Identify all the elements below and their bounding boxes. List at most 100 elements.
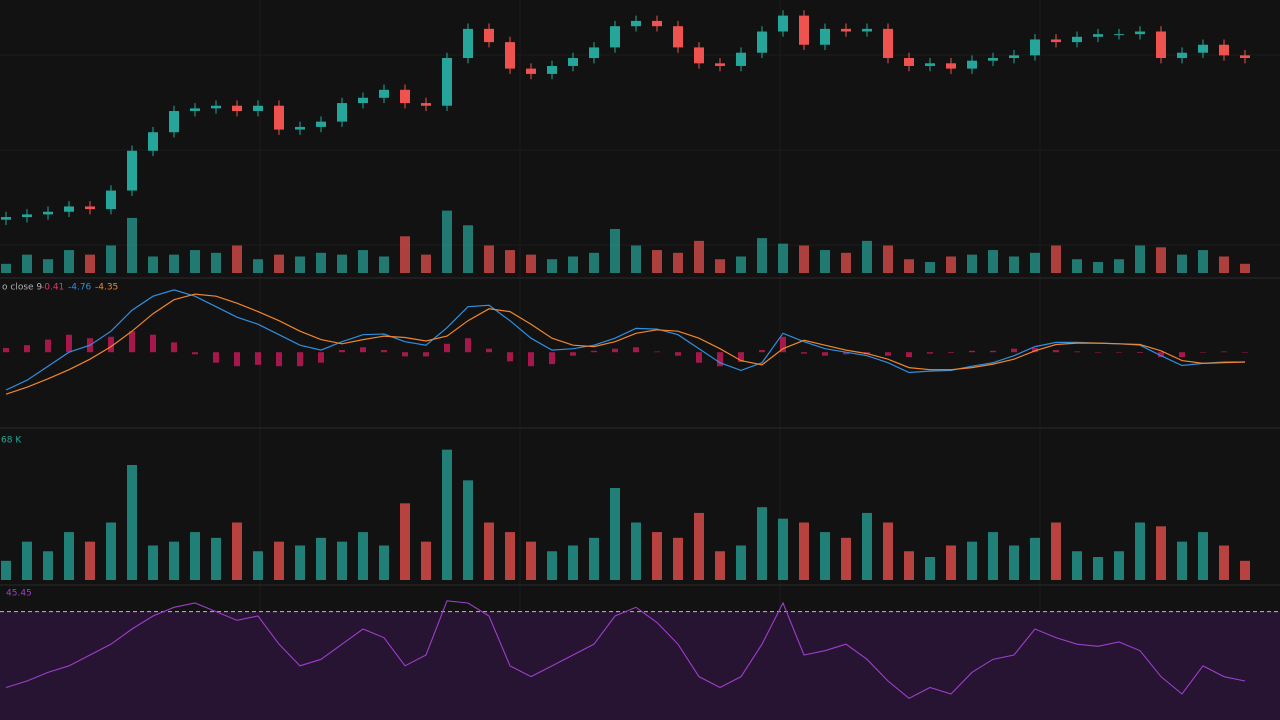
volume-bar — [358, 250, 368, 273]
macd-histogram-bar — [24, 345, 30, 353]
volume-bar — [211, 252, 221, 273]
macd-histogram-bar — [1137, 352, 1143, 353]
volume-label: 68 K — [1, 436, 22, 446]
candle-body — [883, 28, 893, 59]
volume-bar — [85, 541, 95, 580]
macd-histogram-bar — [192, 352, 198, 355]
candle-body — [43, 211, 53, 215]
volume-bar — [694, 512, 704, 580]
volume-bar — [421, 541, 431, 580]
candle-body — [694, 47, 704, 64]
volume-bar — [862, 240, 872, 273]
macd-histogram-bar — [45, 339, 51, 353]
volume-bar — [337, 541, 347, 580]
volume-bar — [967, 254, 977, 273]
volume-bar — [190, 250, 200, 273]
volume-bar — [631, 245, 641, 273]
macd-histogram-bar — [1032, 348, 1038, 353]
volume-bar — [1135, 522, 1145, 580]
candle-body — [85, 206, 95, 210]
volume-bar — [925, 557, 935, 580]
volume-bar — [64, 250, 74, 273]
volume-bar — [43, 259, 53, 273]
volume-bar — [1009, 256, 1019, 273]
panel-separators — [0, 277, 1280, 586]
candle-body — [22, 214, 32, 218]
rsi-label: 45.45 — [6, 589, 32, 599]
signal-value: -4.35 — [95, 283, 118, 293]
candle-body — [1114, 34, 1124, 36]
macd-histogram-bar — [717, 352, 723, 367]
volume-bar — [589, 252, 599, 273]
volume-bar — [1051, 522, 1061, 580]
volume-bar — [232, 245, 242, 273]
candle-body — [106, 190, 116, 210]
macd-histogram-bar — [1221, 351, 1227, 353]
macd-histogram-bar — [276, 352, 282, 367]
volume-bar — [379, 545, 389, 580]
macd-histogram-bar — [990, 350, 996, 353]
candle-body — [610, 26, 620, 48]
volume-bar — [1093, 261, 1103, 273]
candle-body — [1093, 34, 1103, 37]
volume-bar — [1093, 557, 1103, 580]
candle-body — [1156, 31, 1166, 59]
volume-bar — [190, 532, 200, 580]
volume-bar — [799, 522, 809, 580]
volume-bar — [1072, 259, 1082, 273]
volume-bar — [778, 518, 788, 580]
candle-body — [295, 126, 305, 130]
candle-body — [589, 47, 599, 59]
volume-bar — [484, 522, 494, 580]
candle-body — [547, 65, 557, 74]
volume-bar — [43, 551, 53, 580]
volume-bar — [904, 551, 914, 580]
volume-bar — [736, 545, 746, 580]
candle-body — [169, 111, 179, 133]
volume-bar — [211, 537, 221, 580]
volume-bar — [1114, 259, 1124, 273]
volume-bar — [862, 512, 872, 580]
volume-bar — [463, 480, 473, 580]
volume-bar — [1177, 541, 1187, 580]
macd-histogram-bar — [1011, 348, 1017, 353]
candle-body — [568, 58, 578, 66]
candle-body — [862, 28, 872, 32]
candle-body — [148, 132, 158, 151]
macd-histogram-bar — [507, 352, 513, 362]
volume-bar — [253, 551, 263, 580]
candle-body — [127, 150, 137, 191]
volume-bar — [274, 541, 284, 580]
macd-histogram-bar — [423, 352, 429, 357]
candle-body — [358, 97, 368, 104]
volume-bar — [484, 245, 494, 273]
candle-body — [1240, 55, 1250, 59]
volume-bar — [421, 254, 431, 273]
volume-bar — [1, 560, 11, 580]
volume-bar — [358, 532, 368, 580]
macd-histogram-bar — [633, 347, 639, 353]
rsi-band — [0, 611, 1280, 720]
volume-bar — [652, 532, 662, 580]
volume-bar — [757, 507, 767, 580]
macd-label: o close 9 — [2, 283, 42, 293]
candle-body — [652, 20, 662, 27]
volume-bar — [127, 465, 137, 580]
candle-body — [778, 15, 788, 32]
volume-bar — [610, 228, 620, 273]
macd-histogram-bar — [108, 336, 114, 353]
candle-body — [673, 26, 683, 48]
volume-bar — [526, 541, 536, 580]
macd-histogram-bar — [906, 352, 912, 358]
volume-bar — [610, 488, 620, 580]
volume-bar — [631, 522, 641, 580]
volume-bar — [106, 245, 116, 273]
candle-body — [631, 20, 641, 27]
candle-body — [505, 42, 515, 69]
volume-bar — [1177, 254, 1187, 273]
volume-bar — [85, 254, 95, 273]
volume-bar — [547, 259, 557, 273]
volume-bar — [568, 256, 578, 273]
macd-histogram-bar — [234, 352, 240, 367]
macd-histogram-bar — [297, 352, 303, 367]
